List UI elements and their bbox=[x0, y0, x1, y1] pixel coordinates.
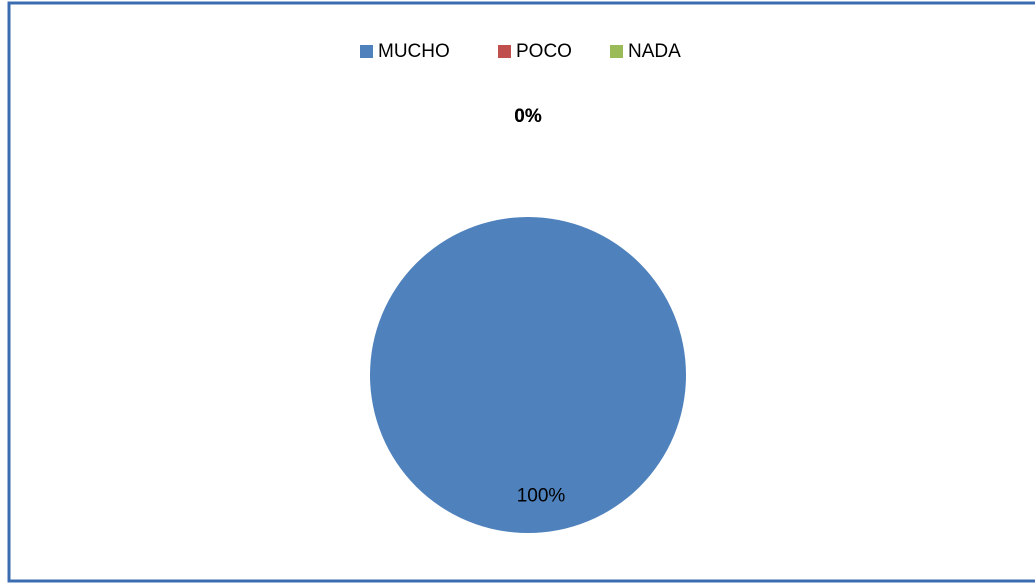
legend-label: MUCHO bbox=[378, 41, 450, 62]
data-label: 0% bbox=[514, 106, 542, 127]
legend-label: NADA bbox=[628, 41, 681, 62]
pie-slice bbox=[370, 217, 686, 533]
data-label: 0% bbox=[514, 106, 542, 127]
legend-label: POCO bbox=[516, 41, 572, 62]
data-label: 100% bbox=[517, 486, 566, 507]
legend-swatch bbox=[360, 45, 373, 58]
legend-swatch bbox=[498, 45, 511, 58]
legend-swatch bbox=[610, 45, 623, 58]
